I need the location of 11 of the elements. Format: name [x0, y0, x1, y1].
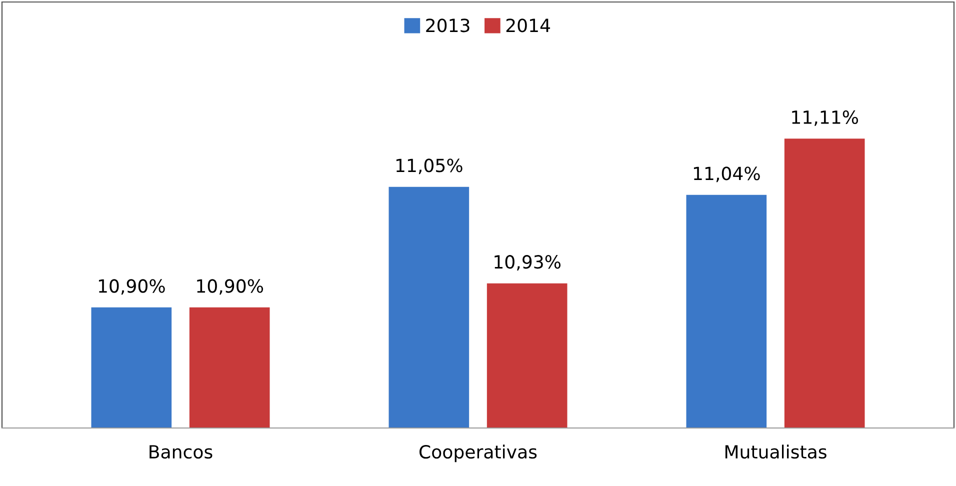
data-label: 10,93% — [494, 255, 561, 271]
data-label: 11,05% — [396, 158, 462, 174]
x-tick-label: Bancos — [150, 445, 212, 459]
x-tick-label: Mutualistas — [725, 444, 826, 459]
data-label: 11,11% — [792, 110, 858, 126]
data-label: 11,04% — [694, 166, 760, 182]
x-tick-label: Cooperativas — [420, 444, 537, 462]
legend-label: 2014 — [506, 18, 550, 32]
legend-label: 2013 — [426, 18, 470, 32]
data-label: 10,90% — [98, 279, 165, 295]
data-label: 10,90% — [197, 279, 264, 295]
